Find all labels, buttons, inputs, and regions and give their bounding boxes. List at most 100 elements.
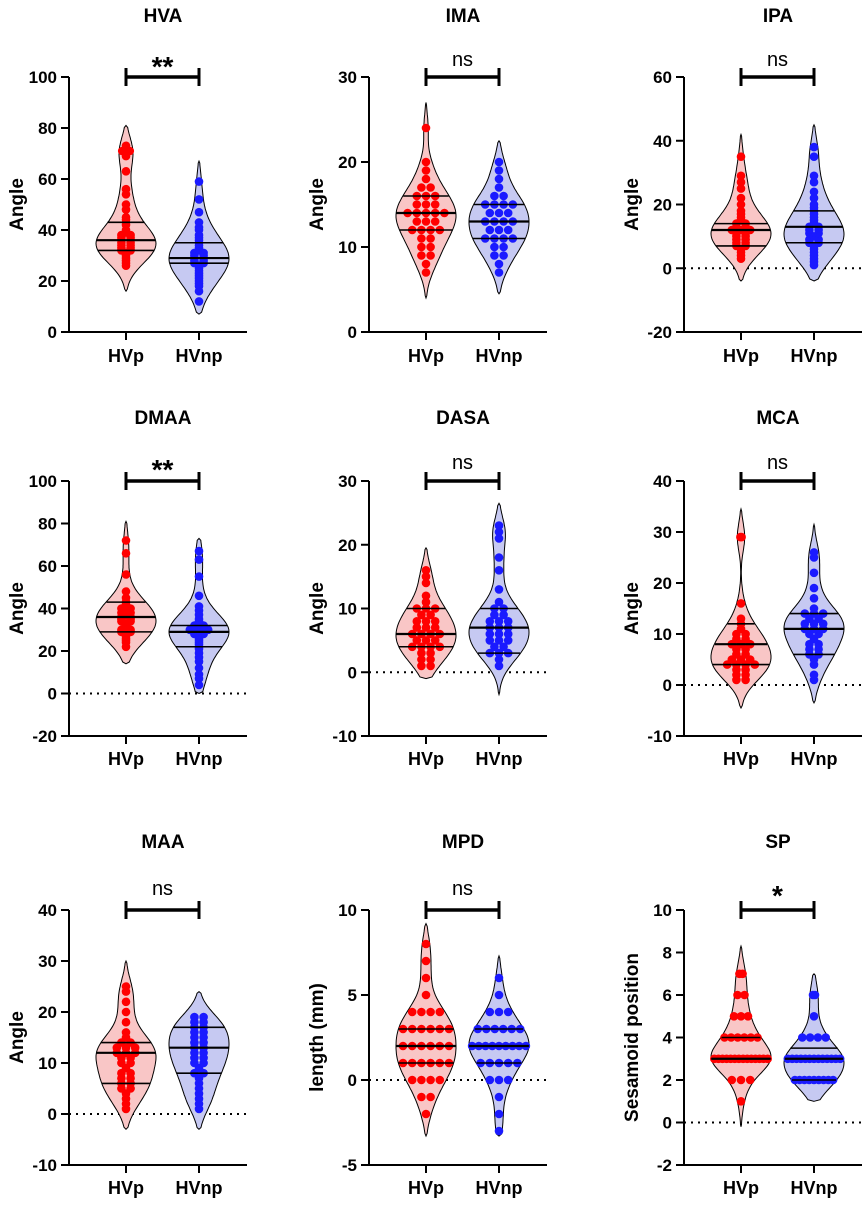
y-tick-label: 20: [38, 642, 57, 661]
chart-title: MAA: [141, 832, 185, 853]
data-point-hvp: [736, 614, 746, 623]
data-point-hvnp: [494, 566, 504, 575]
data-point-hvp: [121, 570, 131, 579]
data-point-hvnp: [194, 195, 204, 204]
y-tick-label: 10: [338, 238, 357, 257]
data-point-hvnp: [809, 187, 819, 197]
x-tick-label-hvnp: HVnp: [476, 1178, 523, 1198]
y-tick-label: 0: [348, 323, 357, 342]
data-point-hvp: [417, 661, 426, 671]
data-point-hvnp: [490, 610, 499, 620]
x-tick-label-hvnp: HVnp: [791, 1178, 838, 1198]
x-tick-label-hvp: HVp: [408, 346, 444, 366]
data-point-hvnp: [494, 655, 504, 664]
x-tick-label-hvp: HVp: [723, 346, 759, 366]
data-point-hvp: [121, 593, 131, 603]
data-point-hvp: [421, 166, 431, 175]
y-tick-label: 2: [663, 1071, 672, 1090]
data-point-hvp: [412, 636, 422, 645]
x-tick-label-hvnp: HVnp: [791, 346, 838, 366]
data-point-hvnp: [809, 568, 819, 578]
x-tick-label-hvnp: HVnp: [476, 346, 523, 366]
data-point-hvp: [736, 1012, 746, 1021]
data-point-hvp: [727, 1075, 737, 1085]
data-point-hvp: [121, 200, 131, 209]
data-point-hvp: [430, 623, 440, 632]
chart-panel-ipa: IPA Angle -20 0 20 40 60 HVp HVnp ns: [622, 6, 862, 366]
data-point-hvp: [417, 251, 426, 260]
data-point-hvnp: [494, 521, 504, 530]
y-tick-label: 60: [38, 170, 57, 189]
data-point-hvp: [426, 1007, 435, 1017]
data-point-hvp: [426, 1092, 435, 1102]
significance-label: ns: [452, 878, 473, 900]
data-point-hvnp: [494, 553, 504, 562]
data-point-hvnp: [503, 1075, 513, 1085]
data-point-hvnp: [494, 208, 504, 218]
data-point-hvnp: [499, 610, 508, 620]
data-point-hvnp: [499, 242, 508, 252]
chart-panel-mca: MCA Angle -10 0 10 20 30 40 HVp HVnp ns: [622, 408, 862, 769]
data-point-hvp: [421, 259, 431, 269]
data-point-hvp: [430, 617, 440, 626]
chart-panel-ima: IMA Angle 0 10 20 30 HVp HVnp ns: [307, 6, 547, 366]
chart-title: IMA: [446, 6, 481, 27]
data-point-hvp: [412, 617, 422, 626]
data-point-hvp: [426, 234, 435, 243]
data-point-hvp: [426, 610, 435, 620]
x-tick-label-hvp: HVp: [108, 346, 144, 366]
data-point-hvp: [407, 1007, 417, 1017]
violin-hvnp: [168, 990, 230, 1130]
data-point-hvp: [736, 177, 746, 187]
data-point-hvnp: [809, 193, 819, 203]
data-point-hvnp: [809, 583, 819, 593]
chart-panel-sp: SP Sesamoid position -2 0 2 4 6 8 10 HVp HVnp *: [622, 832, 862, 1198]
data-point-hvp: [121, 1028, 131, 1037]
chart-panel-dasa: DASA Angle -10 0 10 20 30 HVp HVnp ns: [307, 408, 547, 769]
x-tick-label-hvnp: HVnp: [476, 749, 523, 769]
y-tick-label: 0: [663, 1114, 672, 1133]
data-point-hvp: [121, 167, 131, 176]
data-point-hvp: [426, 655, 435, 664]
y-tick-label: 10: [38, 1054, 57, 1073]
data-point-hvnp: [490, 191, 499, 201]
y-tick-label: 20: [338, 153, 357, 172]
y-tick-label: 40: [38, 600, 57, 619]
data-point-hvnp: [485, 208, 495, 218]
data-point-hvnp: [194, 177, 204, 186]
data-point-hvp: [417, 242, 426, 252]
data-point-hvnp: [499, 191, 508, 201]
data-point-hvnp: [809, 177, 819, 187]
y-tick-label: 30: [38, 952, 57, 971]
significance-label: ns: [767, 452, 788, 474]
data-point-hvnp: [485, 636, 495, 645]
y-axis-label: Angle: [307, 582, 328, 635]
significance-label: ns: [452, 49, 473, 71]
data-point-hvp: [417, 1075, 426, 1085]
data-point-hvnp: [494, 157, 504, 167]
data-point-hvnp: [798, 1033, 807, 1042]
y-axis-label: length (mm): [307, 983, 328, 1092]
y-tick-label: 30: [338, 68, 357, 87]
y-axis-label: Angle: [622, 178, 643, 231]
significance-label: **: [152, 454, 174, 485]
data-point-hvnp: [809, 670, 819, 680]
data-point-hvnp: [809, 142, 819, 152]
data-point-hvp: [736, 206, 746, 216]
chart-title: SP: [765, 832, 791, 853]
data-point-hvp: [121, 184, 131, 194]
data-point-hvp: [736, 171, 746, 181]
data-point-hvp: [430, 217, 440, 226]
data-point-hvnp: [494, 661, 504, 671]
data-point-hvp: [421, 1109, 431, 1119]
data-point-hvp: [421, 566, 431, 575]
data-point-hvnp: [494, 225, 504, 235]
y-tick-label: 80: [38, 119, 57, 138]
x-tick-label-hvp: HVp: [723, 1178, 759, 1198]
data-point-hvp: [421, 636, 431, 645]
data-point-hvp: [426, 242, 435, 252]
data-point-hvnp: [194, 663, 204, 673]
significance-label: **: [152, 51, 174, 82]
y-tick-label: 30: [338, 472, 357, 491]
chart-title: DMAA: [135, 408, 192, 429]
